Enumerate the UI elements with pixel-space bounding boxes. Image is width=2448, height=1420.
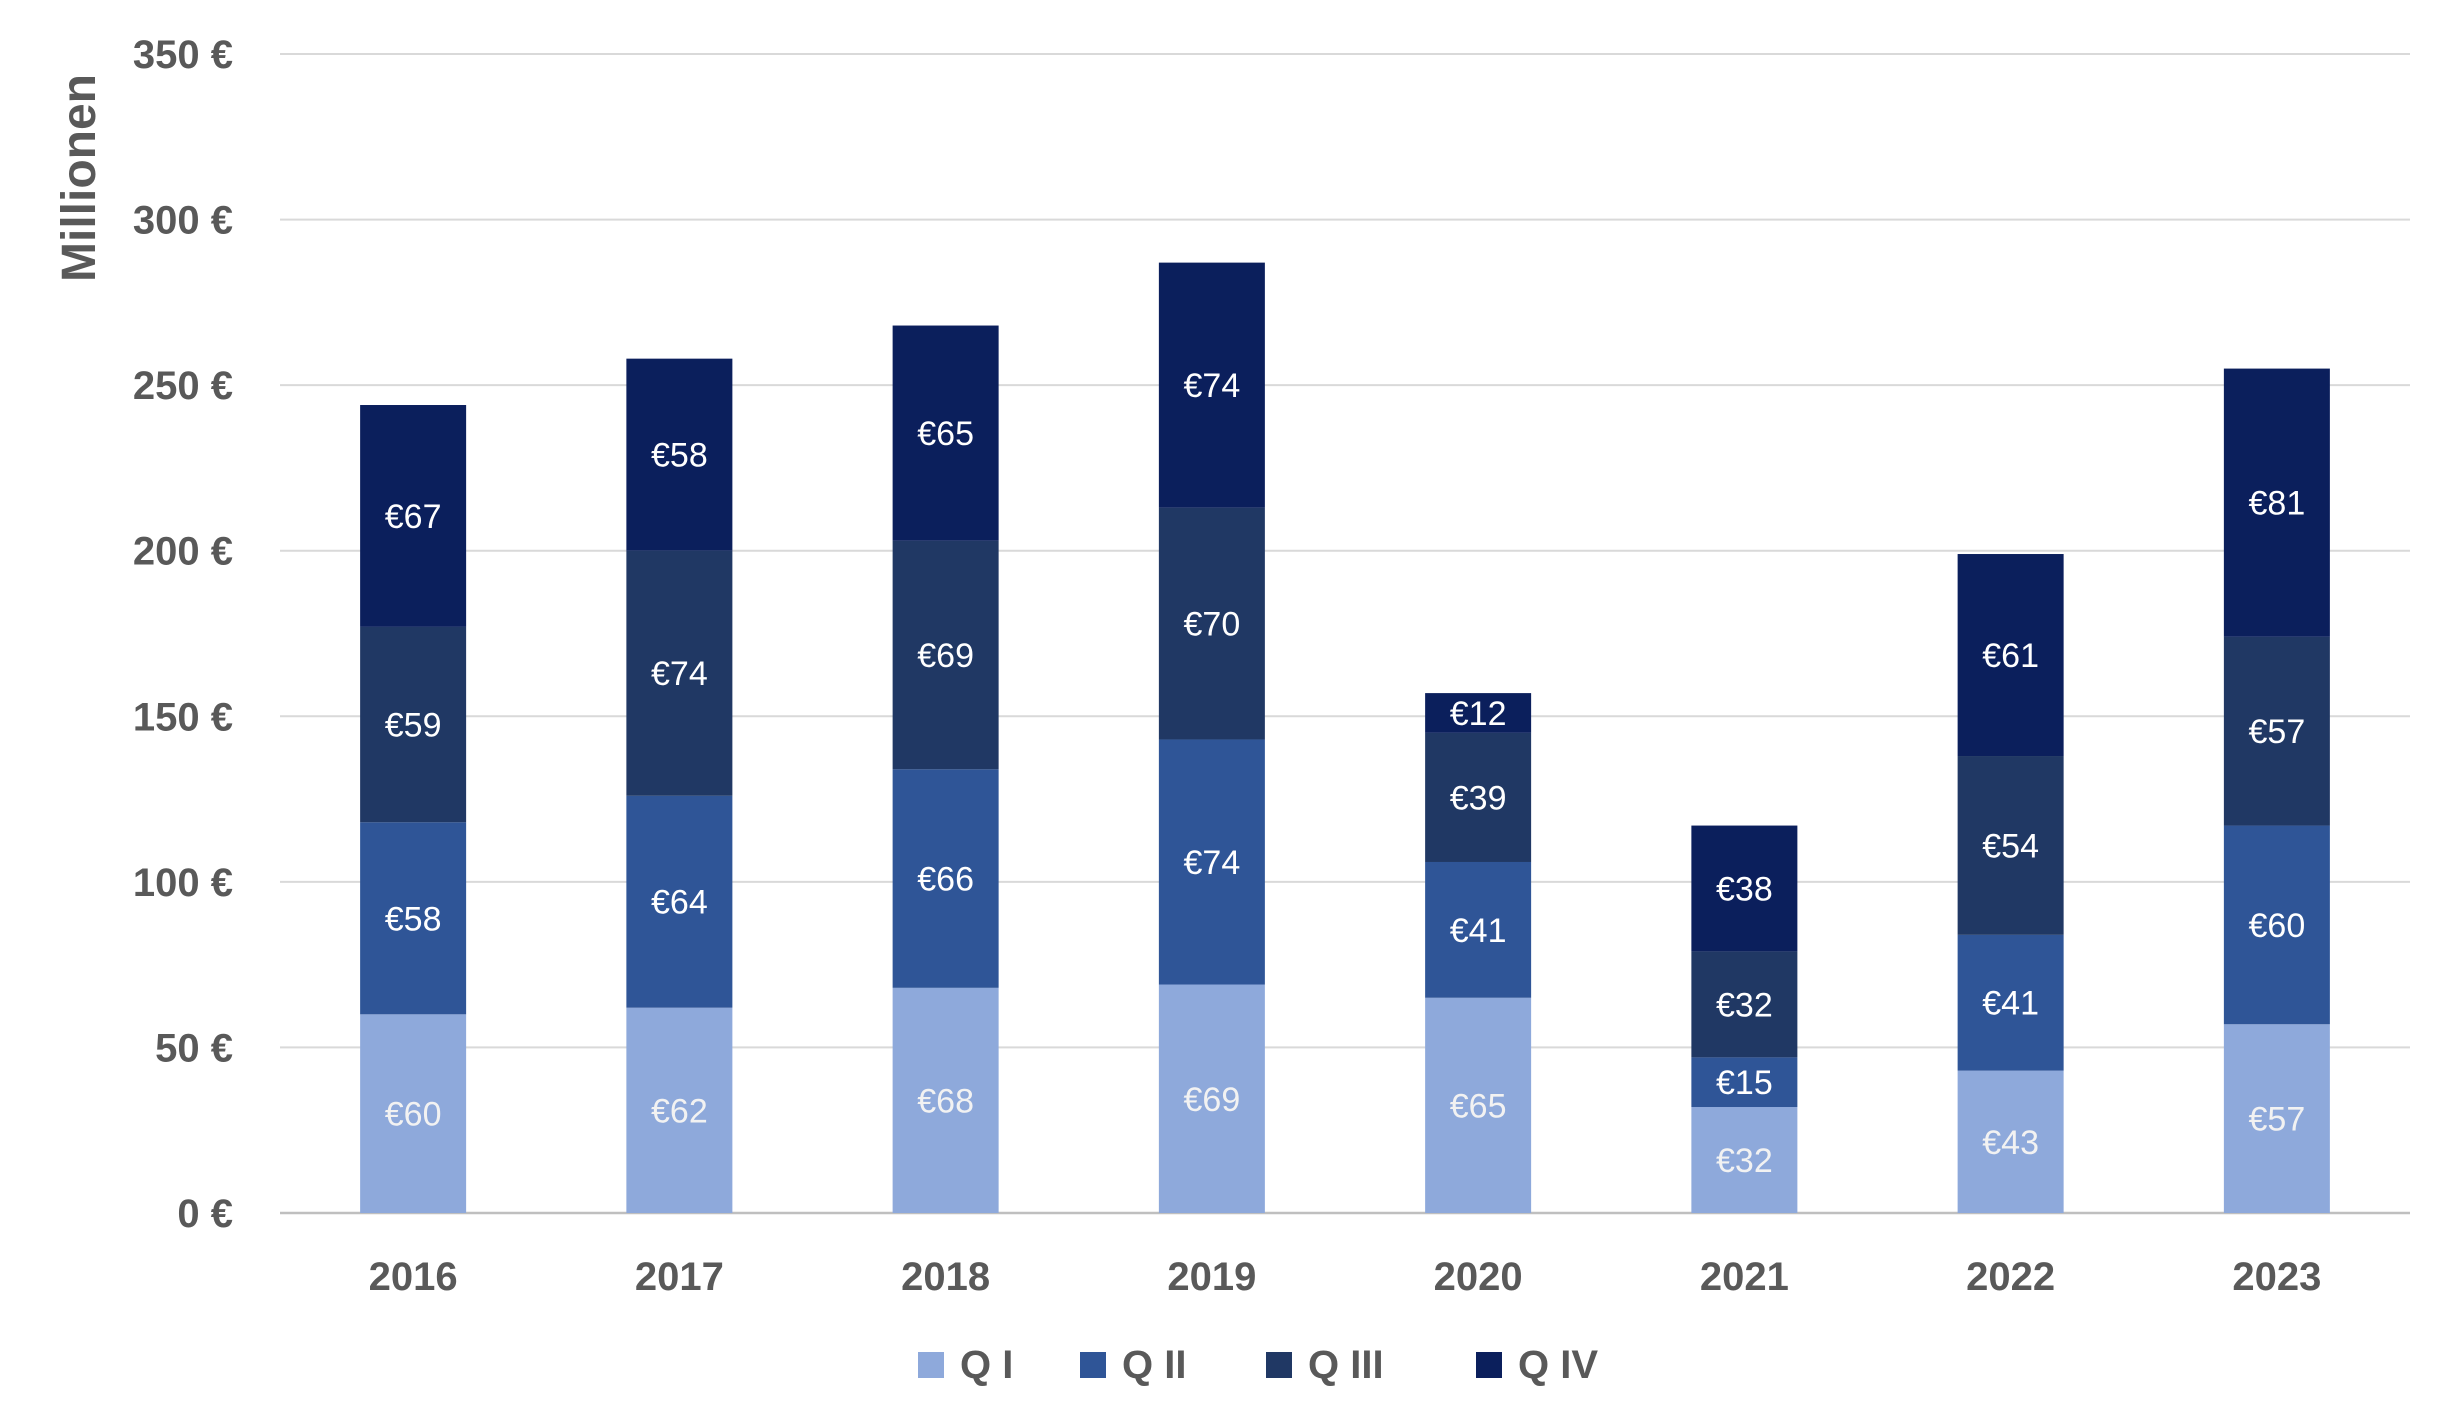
data-label: €54 [1982,827,2039,865]
data-label: €70 [1184,606,1241,644]
data-label: €32 [1716,1142,1773,1180]
legend-label: Q I [960,1343,1013,1387]
data-label: €74 [1184,844,1241,882]
data-label: €74 [651,655,708,693]
bar-segment [360,626,467,823]
bar-segment [892,769,999,988]
y-tick-label: 0 € [177,1192,233,1236]
bar-segment [626,358,733,551]
bars: €60 €58 €59 €67 €62 €64 €74 €58 €68 €66 €69 €65 €69 €… [360,262,2330,1213]
y-tick-label: 150 € [133,695,233,739]
data-label: €12 [1450,695,1507,733]
bar-segment [2223,825,2330,1025]
bar-segment [1158,739,1265,985]
legend-label: Q IV [1518,1343,1598,1387]
bar-segment [2223,368,2330,637]
gridlines [280,53,2410,1215]
bar-segment [1957,1070,2064,1213]
bar-segment [626,1007,733,1213]
data-label: €60 [385,1096,442,1134]
x-tick-label: 2023 [2232,1255,2321,1299]
bar-segment [1691,1057,1798,1108]
data-label: €58 [651,437,708,475]
data-label: €64 [651,884,708,922]
bar-segment [1957,554,2064,757]
bar-segment [626,550,733,796]
legend-swatch [1080,1352,1106,1378]
bar-segment [360,405,467,627]
data-label: €41 [1982,985,2039,1023]
legend-label: Q II [1122,1343,1186,1387]
x-tick-label: 2018 [901,1255,990,1299]
bar-segment [1425,997,1532,1213]
data-label: €65 [1450,1087,1507,1125]
data-label: €62 [651,1092,708,1130]
bar-segment [1691,951,1798,1058]
data-label: €65 [917,415,974,453]
data-label: €59 [385,707,442,745]
x-tick-label: 2016 [369,1255,458,1299]
bar-segment [626,795,733,1008]
bar-segment [1158,262,1265,508]
data-label: €60 [2249,907,2306,945]
bar-segment [1957,934,2064,1071]
y-tick-label: 50 € [155,1026,233,1070]
bar-segment [2223,636,2330,826]
x-tick-label: 2017 [635,1255,724,1299]
bar-segment [1425,693,1532,733]
data-label: €41 [1450,912,1507,950]
data-label: €81 [2249,485,2306,523]
data-label: €57 [2249,713,2306,751]
x-tick-label: 2022 [1966,1255,2055,1299]
data-label: €66 [917,861,974,899]
bar-segment [1691,1107,1798,1213]
y-tick-label: 300 € [133,199,233,243]
legend: Q I Q II Q III Q IV [918,1343,1598,1387]
legend-swatch [1266,1352,1292,1378]
data-label: €38 [1716,870,1773,908]
data-label: €32 [1716,986,1773,1024]
bar-segment [1158,507,1265,740]
y-tick-label: 350 € [133,33,233,77]
data-label: €61 [1982,637,2039,675]
bar-segment [892,987,999,1213]
data-label: €69 [1184,1081,1241,1119]
legend-swatch [1476,1352,1502,1378]
bar-segment [1158,984,1265,1213]
bar-segment [892,540,999,770]
data-label: €74 [1184,367,1241,405]
x-tick-label: 2019 [1167,1255,1256,1299]
bar-segment [2223,1024,2330,1213]
y-tick-label: 250 € [133,364,233,408]
bar-segment [1425,861,1532,998]
data-label: €67 [385,498,442,536]
legend-swatch [918,1352,944,1378]
bar-segment [1957,756,2064,935]
legend-label: Q III [1308,1343,1384,1387]
y-axis-ticks: 0 € 50 € 100 € 150 € 200 € 250 € 300 € 350 € [133,33,233,1236]
data-label: €15 [1716,1064,1773,1102]
bar-segment [360,1014,467,1213]
x-axis-ticks: 2016 2017 2018 2019 2020 2021 2022 2023 [369,1255,2322,1299]
data-label: €68 [917,1082,974,1120]
bar-segment [1425,732,1532,862]
y-axis-label: Millionen [53,74,106,282]
bar-segment [360,822,467,1015]
bar-segment [892,325,999,541]
y-tick-label: 100 € [133,861,233,905]
data-label: €69 [917,637,974,675]
y-tick-label: 200 € [133,530,233,574]
data-label: €58 [385,900,442,938]
bar-segment [1691,825,1798,952]
x-tick-label: 2020 [1434,1255,1523,1299]
data-label: €43 [1982,1124,2039,1162]
x-tick-label: 2021 [1700,1255,1789,1299]
data-label: €39 [1450,779,1507,817]
data-label: €57 [2249,1101,2306,1139]
